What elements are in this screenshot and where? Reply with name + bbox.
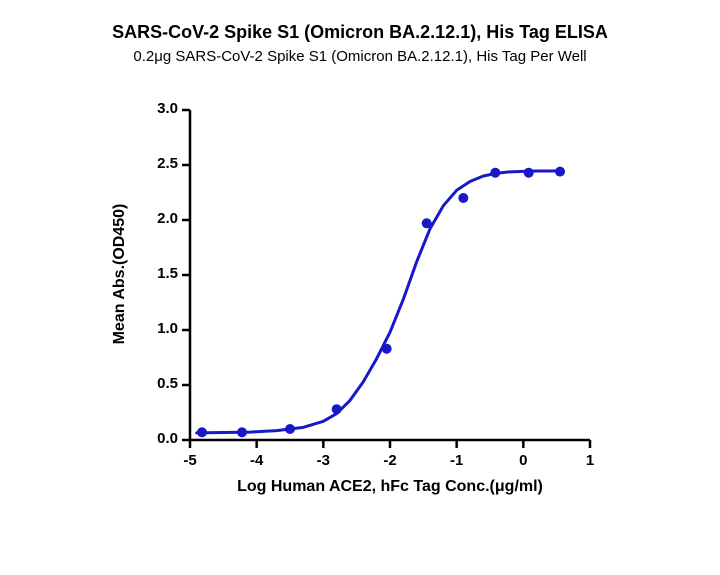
y-axis-label: Mean Abs.(OD450) <box>111 109 129 439</box>
y-tick-label: 1.0 <box>157 320 178 337</box>
x-axis-label: Log Human ACE2, hFc Tag Conc.(μg/ml) <box>190 478 590 496</box>
x-tick-label: -5 <box>175 452 205 469</box>
y-tick-label: 1.5 <box>157 265 178 282</box>
x-tick-label: -4 <box>242 452 272 469</box>
y-tick-label: 3.0 <box>157 100 178 117</box>
fit-curve <box>197 171 564 433</box>
y-tick-label: 2.0 <box>157 210 178 227</box>
x-tick-label: -3 <box>308 452 338 469</box>
data-point <box>382 344 392 354</box>
data-point <box>458 193 468 203</box>
data-point <box>490 168 500 178</box>
x-tick-label: -1 <box>442 452 472 469</box>
data-point <box>237 427 247 437</box>
y-tick-label: 0.0 <box>157 430 178 447</box>
x-tick-label: 1 <box>575 452 605 469</box>
data-point <box>197 427 207 437</box>
chart-container: SARS-CoV-2 Spike S1 (Omicron BA.2.12.1),… <box>0 0 720 575</box>
data-point <box>332 404 342 414</box>
x-tick-label: 0 <box>508 452 538 469</box>
data-point <box>422 218 432 228</box>
data-point <box>555 167 565 177</box>
data-point <box>524 168 534 178</box>
y-tick-label: 2.5 <box>157 155 178 172</box>
x-tick-label: -2 <box>375 452 405 469</box>
data-point <box>285 424 295 434</box>
y-tick-label: 0.5 <box>157 375 178 392</box>
